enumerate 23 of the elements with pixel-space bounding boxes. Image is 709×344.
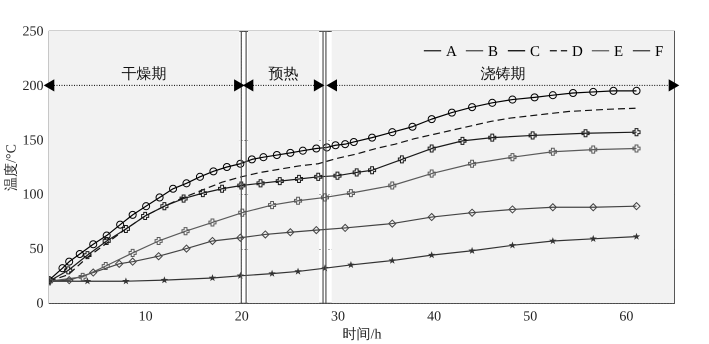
x-tick-label: 60 [619, 310, 634, 324]
x-tick-label: 50 [523, 310, 538, 324]
band-label: 浇铸期 [480, 65, 526, 82]
y-tick-label: 0 [36, 296, 44, 312]
x-tick-label: 30 [330, 310, 345, 324]
y-tick-label: 50 [30, 242, 44, 258]
legend-label: B [488, 44, 498, 60]
x-tick-label: 10 [138, 310, 153, 324]
y-tick-label: 200 [22, 78, 44, 94]
y-tick-label: 150 [22, 133, 44, 148]
band-label: 干燥期 [122, 65, 167, 82]
x-tick-label: 20 [234, 310, 249, 324]
x-tick-label: 40 [427, 310, 442, 324]
legend-label: C [530, 44, 540, 60]
y-tick-label: 100 [22, 188, 44, 203]
y-tick-label: 250 [22, 24, 44, 40]
y-axis-title: 温度/°C [4, 144, 20, 191]
band-label: 预热 [268, 66, 299, 82]
x-axis-title: 时间/h [342, 326, 382, 342]
legend-label: D [572, 44, 583, 60]
legend-label: F [655, 44, 664, 60]
legend-label: E [614, 44, 624, 60]
legend-label: A [446, 44, 457, 60]
